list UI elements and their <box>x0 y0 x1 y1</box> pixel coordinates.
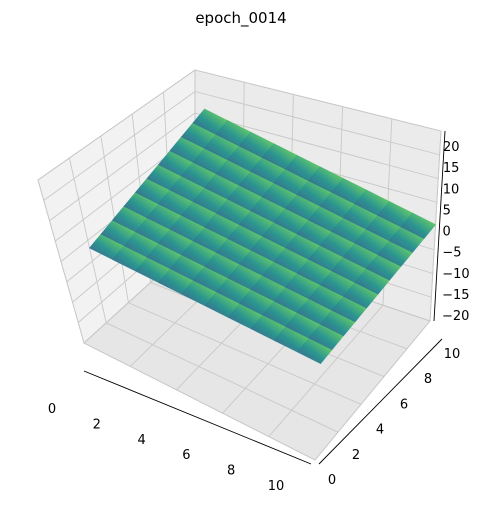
x-tick-label: 8 <box>227 464 235 479</box>
x-tick-label: 10 <box>268 479 285 494</box>
z-tick-label: 10 <box>443 182 460 197</box>
x-tick-label: 0 <box>48 402 56 417</box>
chart-title: epoch_0014 <box>195 9 286 28</box>
grid-line-z-right <box>194 112 439 179</box>
x-axis-line <box>83 370 312 465</box>
grid-line-y <box>83 342 316 461</box>
grid-line-z-left <box>37 69 196 181</box>
z-tick-label: 5 <box>443 203 451 218</box>
z-axis-line <box>433 130 446 322</box>
tick-labels: 0 2 4 6 8 10 0 2 4 6 8 10 −20 −15 −10 −5 0 5 10 15 20 <box>48 140 470 494</box>
y-tick-label: 2 <box>352 448 360 463</box>
grid-line-y <box>128 302 362 405</box>
x-tick-label: 4 <box>137 433 145 448</box>
z-tick-label: −5 <box>442 246 461 261</box>
axis-lines <box>83 130 446 465</box>
grid-line-z-right <box>194 69 442 132</box>
y-tick-label: 6 <box>400 397 408 412</box>
x-tick-label: 2 <box>93 417 101 432</box>
y-tick-label: 4 <box>376 423 384 438</box>
y-tick-label: 0 <box>328 473 336 488</box>
grid-line-x <box>314 320 431 461</box>
y-tick-label: 10 <box>444 347 461 362</box>
surface <box>89 108 437 364</box>
grid-line-z-left <box>43 91 196 201</box>
grid-line-z-left <box>49 112 196 222</box>
y-axis-line <box>318 338 443 465</box>
x-tick-label: 6 <box>182 448 190 463</box>
z-tick-label: −10 <box>442 267 469 282</box>
z-tick-label: 15 <box>443 161 460 176</box>
grid-line-x <box>268 304 384 437</box>
surface-patch <box>400 212 437 239</box>
z-tick-label: 20 <box>443 140 460 155</box>
z-tick-label: 0 <box>443 225 451 240</box>
y-tick-label: 8 <box>424 372 432 387</box>
z-tick-label: −15 <box>442 288 469 303</box>
grid-line-z-right <box>194 91 440 156</box>
grid-line-y <box>106 322 339 433</box>
z-tick-label: −20 <box>442 309 469 324</box>
